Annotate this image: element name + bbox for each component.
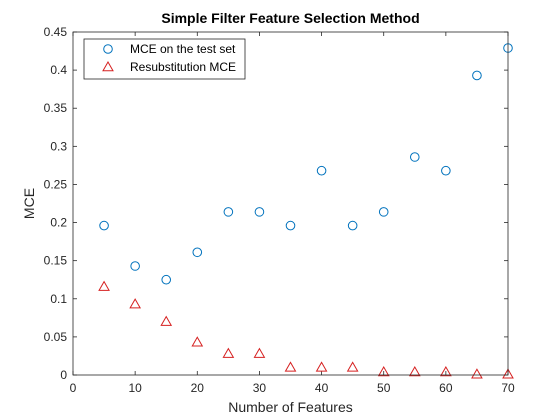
point-test-set [347, 220, 358, 231]
y-tick-label: 0.4 [50, 63, 67, 77]
point-resubstitution [439, 365, 452, 377]
point-resubstitution [502, 368, 514, 379]
point-test-set [409, 152, 420, 162]
legend-circle-icon [103, 44, 113, 54]
plot-frame [72, 31, 509, 376]
y-tick-label: 0.35 [44, 101, 68, 115]
legend-label-resubstitution: Resubstitution MCE [130, 60, 236, 74]
x-tick-label: 50 [377, 381, 391, 395]
y-tick-label: 0.05 [44, 330, 68, 344]
point-resubstitution [284, 361, 297, 372]
point-resubstitution [222, 347, 235, 358]
plot-area [73, 32, 508, 375]
point-resubstitution [346, 361, 359, 372]
data-marks [98, 43, 514, 379]
axis-tick-labels: 0 10 20 30 40 50 60 70 0 0.05 0.1 0.15 0.2 0.25 0.3 0.3… [44, 25, 515, 395]
point-resubstitution [315, 361, 328, 372]
y-tick-label: 0.45 [44, 25, 68, 39]
point-test-set [472, 70, 482, 81]
x-tick-label: 30 [253, 381, 267, 395]
point-test-set [161, 274, 172, 285]
x-tick-label: 0 [70, 381, 77, 395]
point-test-set [192, 247, 203, 258]
point-test-set [378, 207, 389, 217]
legend-label-test-set: MCE on the test set [130, 42, 236, 56]
x-tick-label: 10 [128, 381, 142, 395]
x-tick-label: 40 [315, 381, 329, 395]
y-tick-label: 0.1 [50, 292, 67, 306]
legend: MCE on the test set Resubstitution MCE [83, 38, 246, 80]
point-test-set [130, 261, 140, 271]
point-test-set [223, 207, 234, 217]
point-resubstitution [471, 368, 483, 379]
x-tick-label: 60 [439, 381, 453, 395]
y-tick-label: 0.3 [50, 139, 67, 153]
point-resubstitution [98, 280, 110, 291]
y-tick-label: 0.2 [50, 216, 67, 230]
chart-title: Simple Filter Feature Selection Method [161, 10, 419, 26]
y-tick-label: 0.25 [44, 177, 68, 191]
x-tick-label: 70 [501, 381, 515, 395]
point-resubstitution [129, 298, 142, 309]
x-axis-label: Number of Features [228, 399, 353, 415]
point-test-set [285, 220, 296, 231]
point-resubstitution [253, 347, 266, 358]
point-test-set [316, 165, 327, 176]
point-resubstitution [408, 365, 421, 377]
point-test-set [441, 165, 451, 176]
point-resubstitution [191, 336, 204, 347]
legend-marker-resubstitution [102, 60, 114, 72]
point-test-set [254, 207, 265, 217]
x-tick-label: 20 [191, 381, 205, 395]
y-tick-label: 0 [60, 368, 67, 382]
legend-triangle-icon [102, 60, 114, 72]
point-resubstitution [160, 315, 173, 326]
y-tick-label: 0.15 [44, 254, 68, 268]
point-test-set [99, 220, 109, 231]
y-axis-label: MCE [21, 188, 37, 219]
legend-marker-test-set [103, 44, 113, 54]
point-resubstitution [377, 365, 390, 377]
